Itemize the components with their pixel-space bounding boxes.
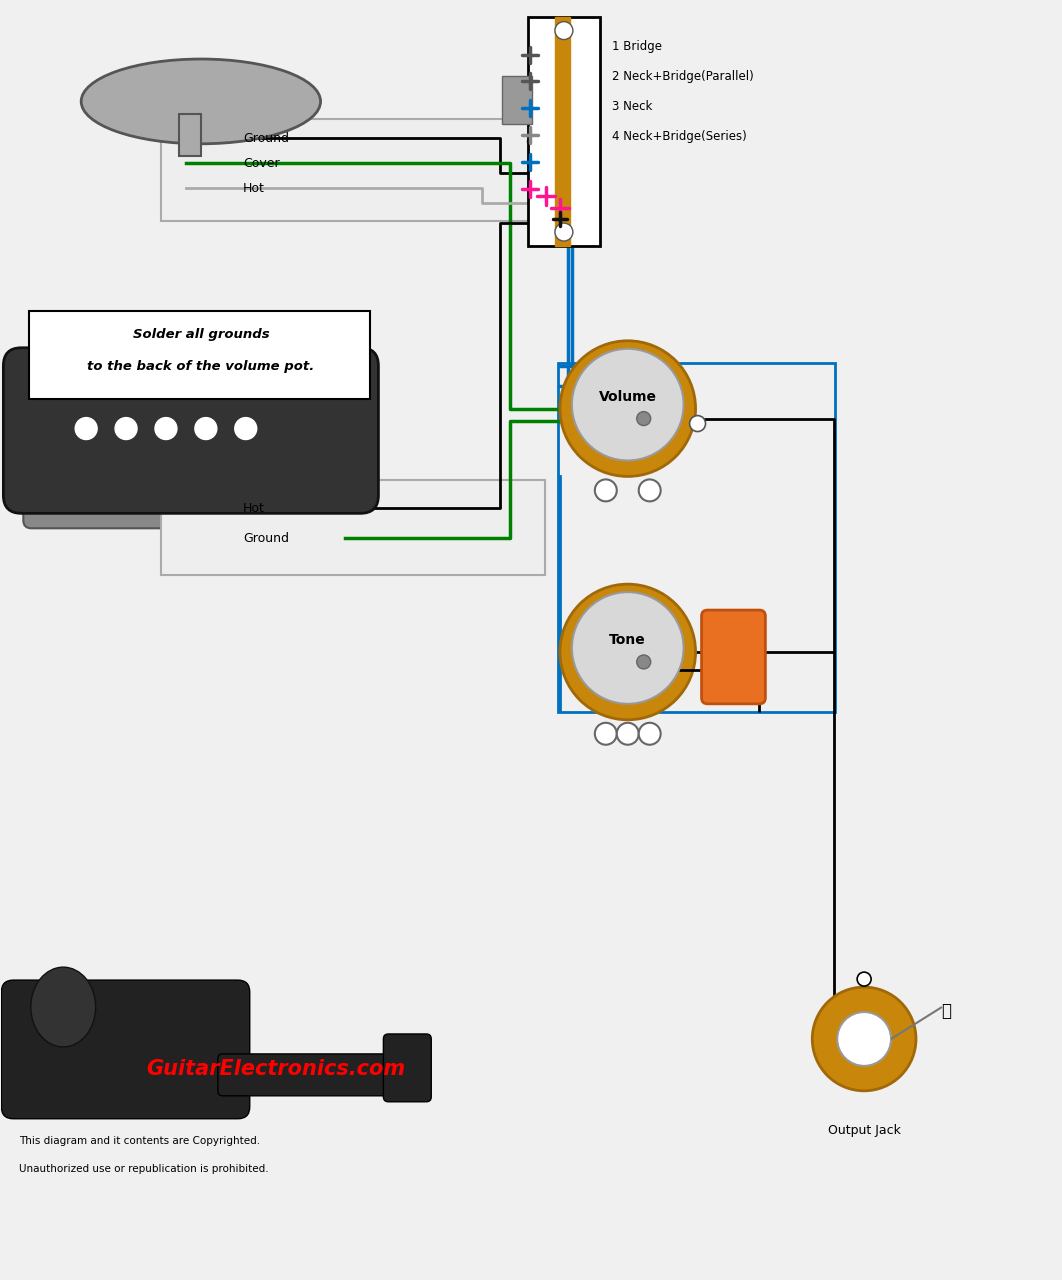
Ellipse shape [81,59,321,143]
FancyBboxPatch shape [23,457,359,529]
Circle shape [638,480,661,502]
Circle shape [637,655,651,669]
Text: ⏚: ⏚ [941,1002,950,1020]
Text: 2 Neck+Bridge(Parallel): 2 Neck+Bridge(Parallel) [612,70,754,83]
Text: Unauthorized use or republication is prohibited.: Unauthorized use or republication is pro… [19,1164,269,1174]
Circle shape [115,417,137,439]
Circle shape [555,223,572,241]
Circle shape [560,340,696,476]
FancyBboxPatch shape [383,1034,431,1102]
Circle shape [617,723,638,745]
Circle shape [837,1012,891,1066]
Text: 1 Bridge: 1 Bridge [612,40,662,52]
Text: 3 Neck: 3 Neck [612,100,652,113]
Bar [528,17,600,246]
Bar [178,114,201,156]
FancyBboxPatch shape [1,980,250,1119]
Circle shape [637,412,651,425]
Bar [161,119,545,221]
Circle shape [638,723,661,745]
Circle shape [560,584,696,719]
FancyBboxPatch shape [3,348,378,513]
FancyBboxPatch shape [30,311,371,398]
Ellipse shape [31,968,96,1047]
Bar [555,17,570,246]
Circle shape [812,987,917,1091]
Circle shape [689,416,705,431]
FancyBboxPatch shape [218,1053,412,1096]
Text: Output Jack: Output Jack [827,1124,901,1137]
Text: Tone: Tone [610,634,646,646]
Circle shape [155,417,177,439]
Text: 4 Neck+Bridge(Series): 4 Neck+Bridge(Series) [612,129,747,143]
Text: Ground: Ground [243,531,289,545]
Circle shape [572,348,684,461]
Text: This diagram and it contents are Copyrighted.: This diagram and it contents are Copyrig… [19,1135,260,1146]
Text: Hot: Hot [243,502,264,515]
Circle shape [572,593,684,704]
Text: to the back of the volume pot.: to the back of the volume pot. [87,360,314,374]
Circle shape [555,22,572,40]
Circle shape [235,417,257,439]
Circle shape [195,417,217,439]
Circle shape [595,723,617,745]
FancyBboxPatch shape [702,611,766,704]
Text: Solder all grounds: Solder all grounds [133,328,269,342]
Text: Cover: Cover [243,156,279,170]
Text: GuitarElectronics.com: GuitarElectronics.com [145,1059,405,1079]
Text: Hot: Hot [243,182,264,195]
Circle shape [595,480,617,502]
Circle shape [857,972,871,986]
Bar [502,77,532,124]
Text: Volume: Volume [599,389,656,403]
Circle shape [75,417,97,439]
Bar [558,362,835,712]
Bar [161,480,545,575]
Text: Ground: Ground [243,132,289,145]
